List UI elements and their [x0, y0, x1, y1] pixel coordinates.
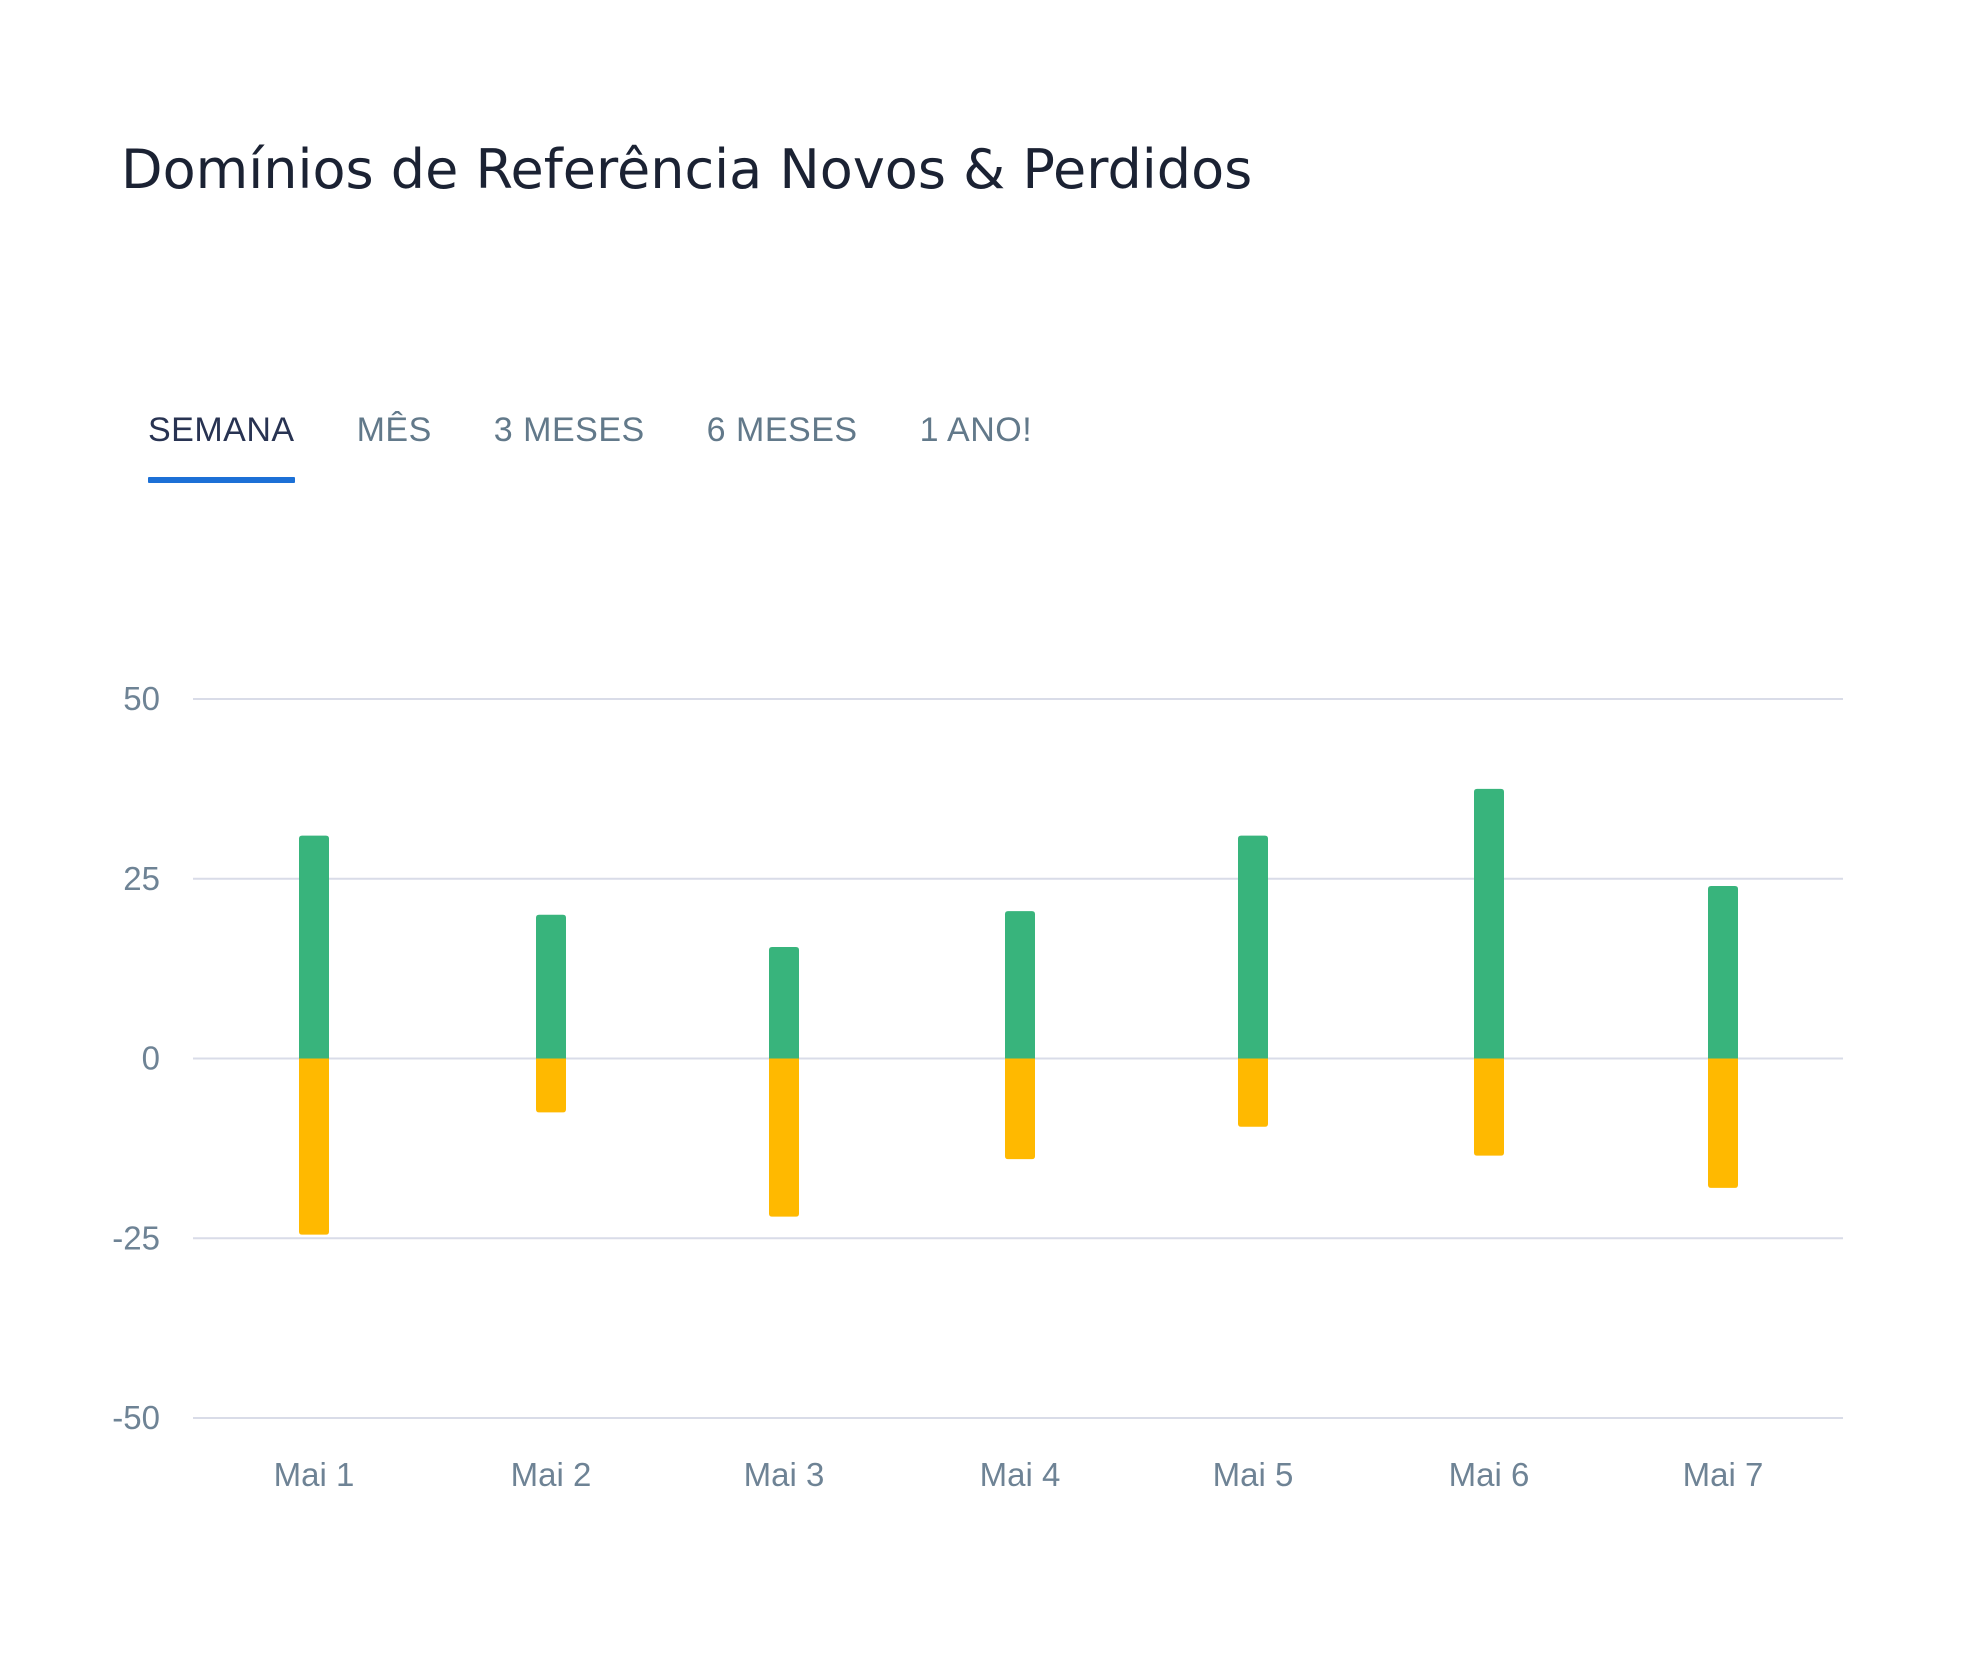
- bar-lost-domains: [1708, 1058, 1738, 1188]
- bar-lost-domains: [769, 1058, 799, 1217]
- tab-mes[interactable]: MÊS: [356, 411, 432, 449]
- bar-new-domains: [299, 835, 329, 1059]
- y-tick-label: 0: [142, 1040, 160, 1077]
- x-tick-label: Mai 2: [511, 1456, 592, 1493]
- x-tick-label: Mai 3: [744, 1456, 825, 1493]
- x-axis-ticks: Mai 1 Mai 2 Mai 3 Mai 4 Mai 5 Mai 6 Mai 7: [274, 1456, 1764, 1493]
- bars: [299, 788, 1738, 1235]
- bar-new-domains: [536, 914, 566, 1059]
- tab-6-meses[interactable]: 6 MESES: [706, 411, 858, 449]
- x-tick-label: Mai 4: [980, 1456, 1061, 1493]
- period-tabs: SEMANA MÊS 3 MESES 6 MESES 1 ANO!: [148, 405, 1094, 483]
- y-tick-label: -25: [112, 1219, 160, 1256]
- tab-semana[interactable]: SEMANA: [148, 405, 295, 483]
- y-axis-ticks: 50 25 0 -25 -50: [112, 680, 160, 1436]
- bar-lost-domains: [536, 1058, 566, 1113]
- bar-new-domains: [1708, 885, 1738, 1059]
- x-tick-label: Mai 7: [1683, 1456, 1764, 1493]
- x-tick-label: Mai 1: [274, 1456, 355, 1493]
- bar-lost-domains: [1005, 1058, 1035, 1160]
- x-tick-label: Mai 6: [1449, 1456, 1530, 1493]
- y-tick-label: 25: [123, 860, 160, 897]
- tab-3-meses[interactable]: 3 MESES: [493, 411, 645, 449]
- bar-lost-domains: [1474, 1058, 1504, 1156]
- tab-1-ano[interactable]: 1 ANO!: [919, 411, 1033, 449]
- y-tick-label: 50: [123, 680, 160, 717]
- bar-new-domains: [769, 947, 799, 1059]
- gridlines: [193, 698, 1843, 1419]
- bar-new-domains: [1238, 835, 1268, 1059]
- y-tick-label: -50: [112, 1399, 160, 1436]
- bar-new-domains: [1474, 788, 1504, 1059]
- bar-lost-domains: [299, 1058, 329, 1235]
- bar-lost-domains: [1238, 1058, 1268, 1127]
- bar-new-domains: [1005, 911, 1035, 1059]
- x-tick-label: Mai 5: [1213, 1456, 1294, 1493]
- page-title: Domínios de Referência Novos & Perdidos: [121, 138, 1253, 201]
